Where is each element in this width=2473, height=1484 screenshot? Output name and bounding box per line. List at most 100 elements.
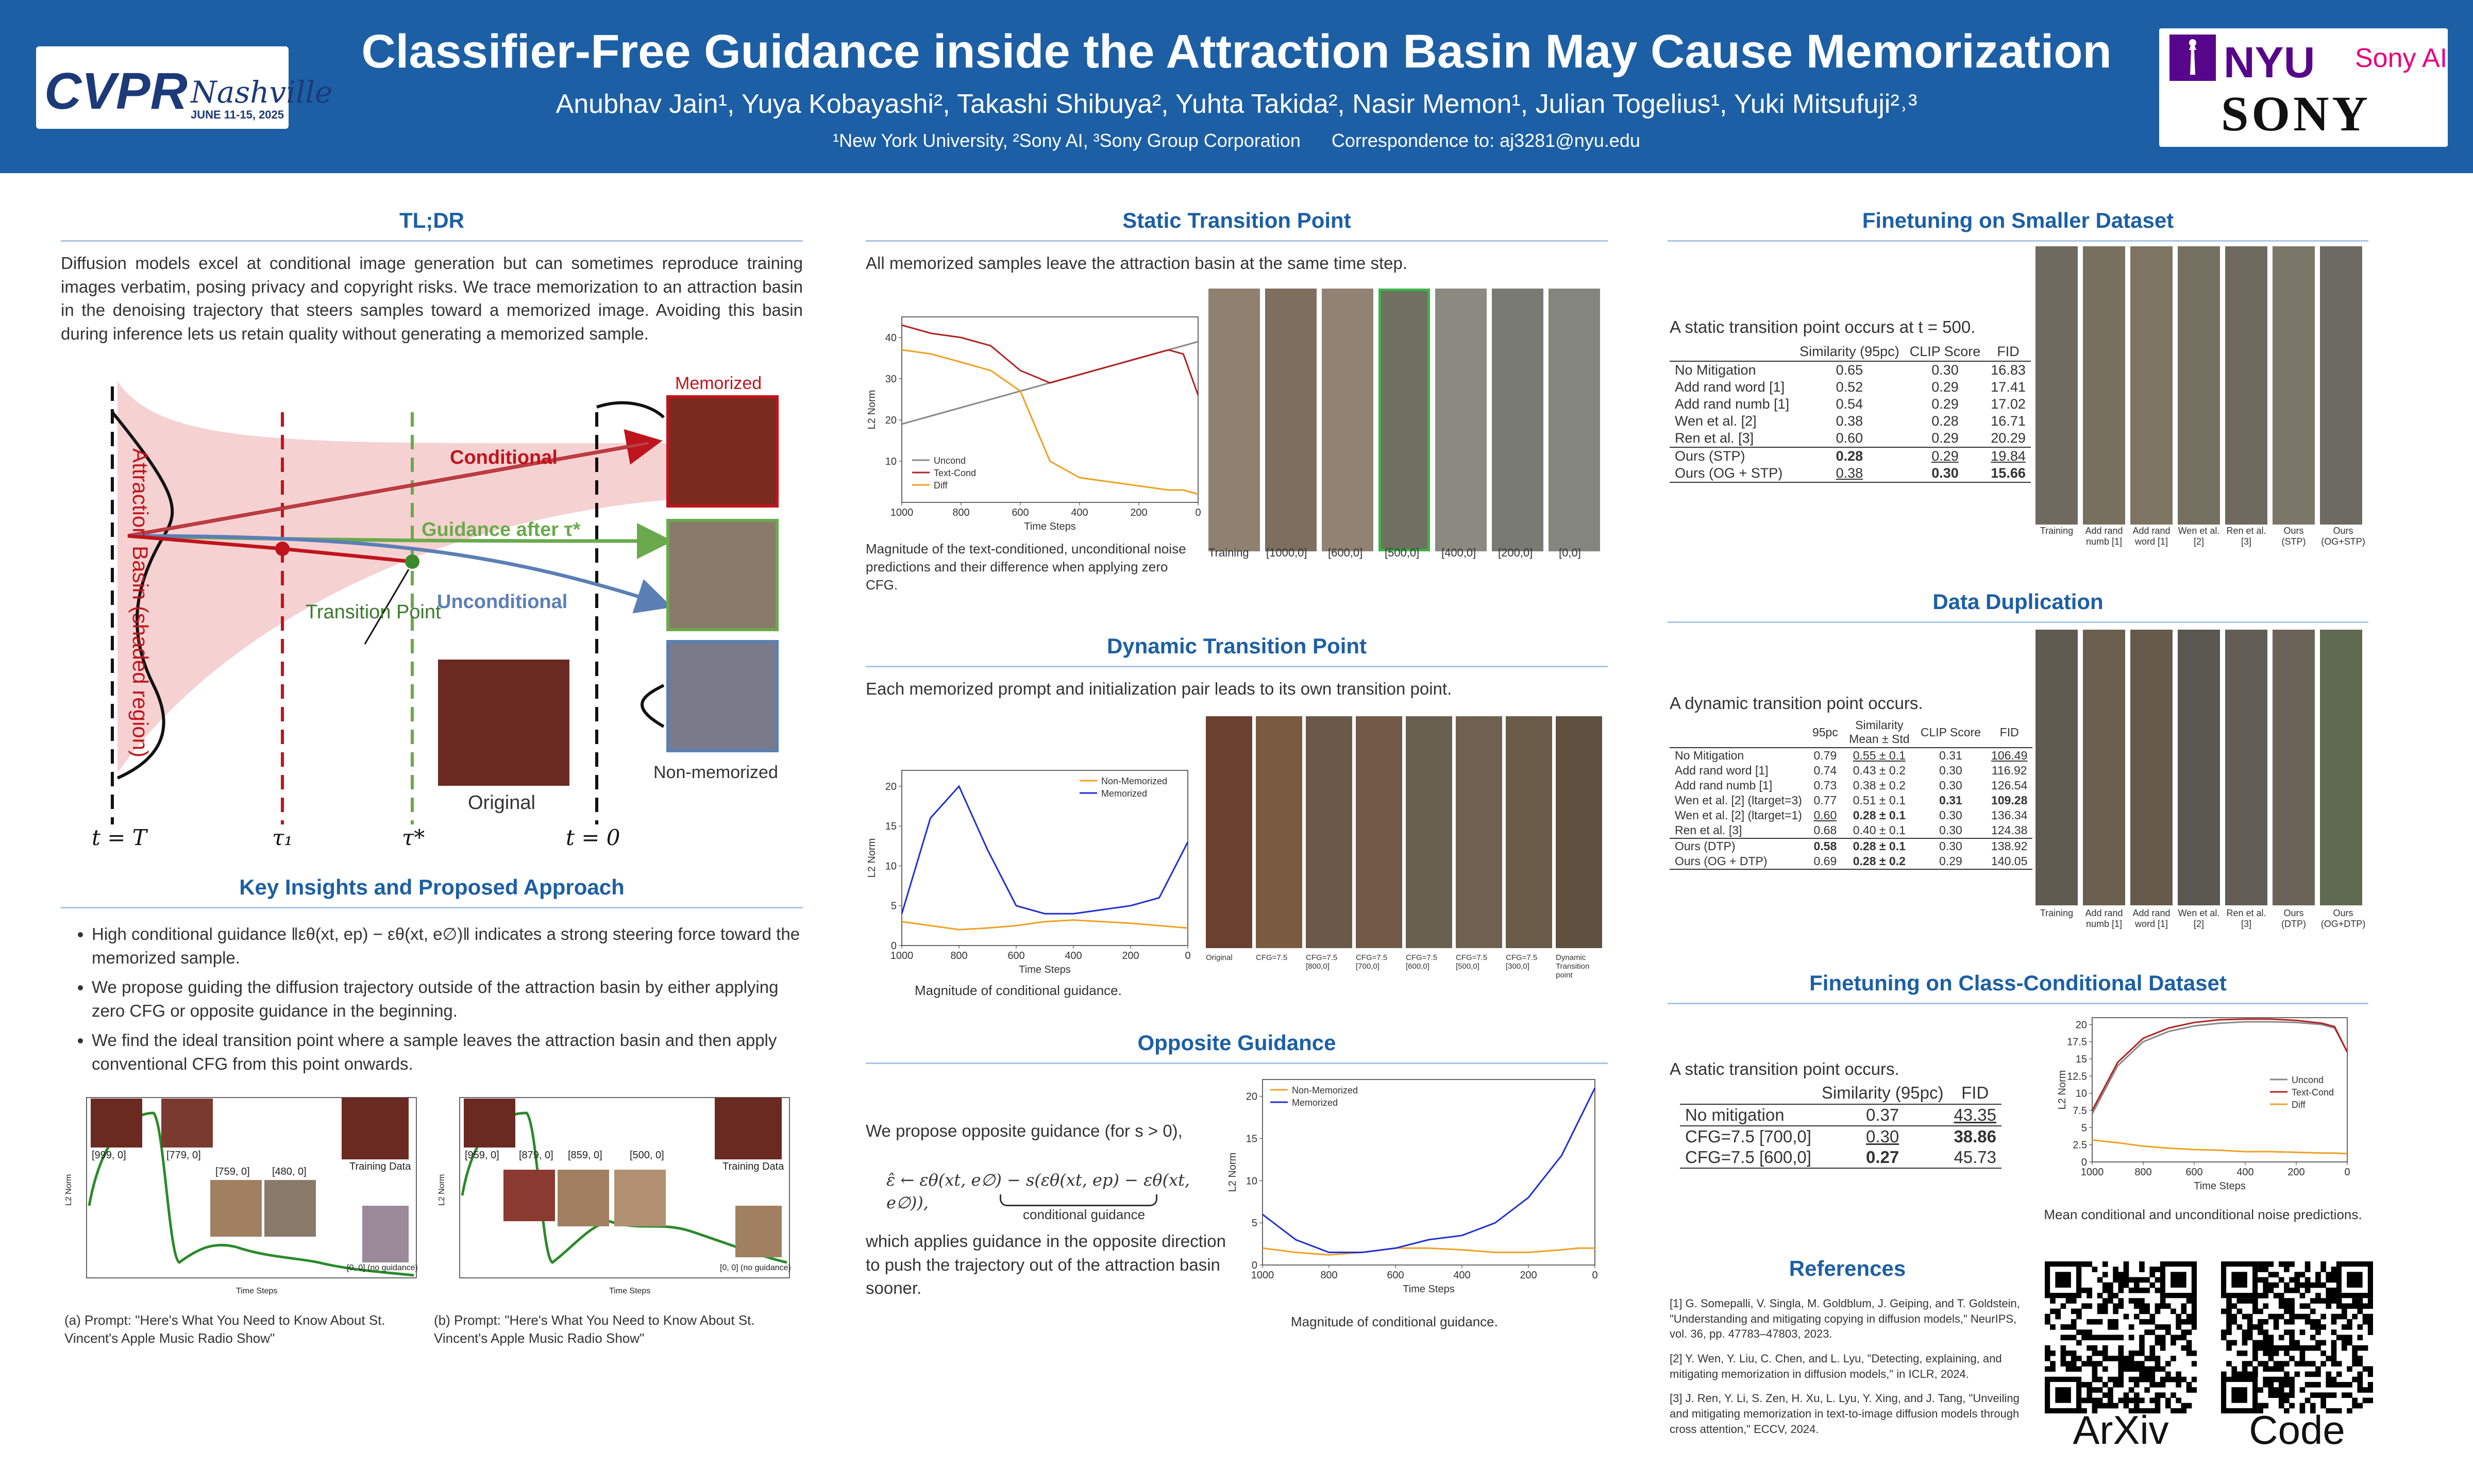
poster-affiliations: ¹New York University, ²Sony AI, ³Sony Gr… (833, 130, 1640, 151)
duplication-table: 95pc Similarity Mean ± Std CLIP Score FI… (1670, 717, 2033, 870)
unconditional-label: Unconditional (437, 591, 567, 613)
opposite-chart: 1000 800 600 400 200 0 0 5 10 15 20 Time Steps L2 No… (1227, 1079, 1598, 1295)
fig-a-label: [759, 0] (215, 1166, 250, 1177)
table-cell: 17.41 (1991, 379, 2026, 395)
basin-shaded-region (117, 381, 669, 773)
class-cond-caption: Mean conditional and unconditional noise… (2044, 1207, 2362, 1222)
transition-point-label: Transition Point (306, 601, 441, 623)
table-cell: Ren et al. [3] (1675, 430, 1754, 446)
x-axis-label: Time Steps (1024, 521, 1075, 532)
fig-b-xlabel: Time Steps (609, 1287, 650, 1295)
legend-label: Uncond (934, 456, 966, 466)
y-tick-label: 40 (885, 332, 897, 344)
table-cell: 0.29 (1931, 379, 1959, 395)
table-cell: 0.60 (1813, 808, 1837, 822)
table-cell: CFG=7.5 [700,0] (1680, 1125, 1816, 1147)
x-tick-label: 800 (950, 950, 967, 962)
x-tick-label: 0 (1592, 1270, 1597, 1281)
table-cell: Ours (OG + DTP) (1670, 854, 1807, 870)
insights-list: High conditional guidance ‖εθ(xt, ep) − … (61, 922, 803, 1082)
table-header-row: Similarity (95pc) FID (1680, 1082, 2002, 1105)
legend-label: Text-Cond (934, 468, 976, 478)
table-cell: 106.49 (1991, 749, 2028, 762)
fig-a-ylabel: L2 Norm (64, 1174, 73, 1206)
y-tick-label: 17.5 (2067, 1037, 2087, 1048)
x-tick-label: 800 (2134, 1167, 2151, 1178)
legend-label: Diff (2292, 1100, 2306, 1110)
original-image (438, 660, 569, 786)
grid-label: [0,0] (1559, 546, 1581, 559)
table-cell: 0.68 (1813, 823, 1837, 837)
tldr-text: Diffusion models excel at conditional im… (61, 254, 803, 343)
series-line-uncond (2091, 1021, 2348, 1115)
y-tick-label: 0 (2081, 1157, 2087, 1168)
table-row: No Mitigation 0.79 0.55 ± 0.1 0.31 106.49 (1670, 748, 2032, 763)
dynamic-image-grid (1206, 716, 1608, 953)
table-cell: 19.84 (1986, 447, 2031, 465)
arxiv-label[interactable]: ArXiv (2073, 1407, 2169, 1453)
column-header: FID (1986, 717, 2033, 748)
y-tick-label: 10 (2076, 1088, 2087, 1100)
code-qr-code[interactable] (2221, 1261, 2373, 1413)
x-tick-label: 200 (1122, 950, 1139, 962)
y-tick-label: 5 (891, 901, 897, 912)
x-tick-label: 0 (1195, 507, 1201, 518)
table-cell: 0.30 (1816, 1125, 1949, 1147)
grid-label: Ren et al. [3] (2226, 526, 2266, 547)
table-cell: 16.83 (1991, 362, 2026, 378)
static-image-grid (1208, 289, 1605, 556)
finetune-small-text: A static transition point occurs at t = … (1670, 317, 1976, 336)
table-cell: 0.30 (1939, 779, 1962, 792)
x-tick-label: 200 (2287, 1167, 2304, 1178)
y-tick-label: 15 (2076, 1054, 2087, 1065)
tldr-heading: TL;DR (61, 208, 803, 242)
insight-item: High conditional guidance ‖εθ(xt, ep) − … (92, 922, 803, 969)
x-tick-label: 800 (1320, 1270, 1337, 1281)
table-header-row: Similarity (95pc) CLIP Score FID (1670, 343, 2031, 362)
table-cell: 0.29 (1931, 396, 1959, 412)
fig-b-label: [959, 0] (465, 1150, 499, 1161)
t-0-label: t = 0 (566, 825, 620, 850)
table-cell: No Mitigation (1675, 362, 1756, 378)
series-line-diff (2092, 1139, 2348, 1155)
table-cell: 0.31 (1939, 749, 1962, 762)
x-tick-label: 400 (2236, 1167, 2253, 1178)
table-cell: 0.69 (1807, 854, 1843, 870)
y-tick-label: 10 (885, 456, 897, 467)
grid-label: Ren et al. [3] (2226, 908, 2266, 929)
table-row: No mitigation 0.37 43.35 (1680, 1104, 2001, 1126)
grid-label: Add rand word [1] (2132, 908, 2171, 929)
dynamic-caption: Magnitude of conditional guidance. (915, 983, 1122, 998)
original-label: Original (468, 792, 535, 814)
grid-label: CFG=7.5 [800,0] (1306, 953, 1338, 971)
x-tick-label: 200 (1130, 507, 1147, 518)
arxiv-qr-code[interactable] (2045, 1261, 2197, 1413)
table-cell: 136.34 (1991, 808, 2028, 822)
table-row: Wen et al. [2] 0.38 0.28 16.71 (1670, 413, 2031, 430)
insight-item: We propose guiding the diffusion traject… (92, 975, 803, 1022)
attraction-basin-diagram: Attraction Basin (shaded region) Conditi… (92, 374, 779, 850)
institution-logos: NYU Sony AI SONY (2159, 28, 2448, 147)
table-cell: 0.28 ± 0.1 (1843, 838, 1915, 854)
references-list: [1] G. Somepalli, V. Singla, M. Goldblum… (1670, 1296, 2025, 1446)
t-T-label: t = T (92, 825, 148, 850)
code-label[interactable]: Code (2249, 1407, 2345, 1453)
table-cell: 0.54 (1836, 396, 1863, 412)
x-axis-label: Time Steps (1403, 1284, 1454, 1295)
y-tick-label: 10 (885, 861, 897, 872)
fig-a-label: Training Data (349, 1161, 411, 1172)
y-tick-label: 0 (891, 940, 897, 952)
table-cell: Wen et al. [2] (ltarget=3) (1675, 794, 1802, 807)
series-line-diff (901, 349, 1199, 495)
table-cell: 0.43 ± 0.2 (1853, 764, 1906, 777)
static-heading: Static Transition Point (866, 208, 1608, 242)
grid-label: Ours (OG+DTP) (2320, 908, 2366, 929)
y-tick-label: 5 (1252, 1218, 1257, 1229)
table-cell: CFG=7.5 [600,0] (1680, 1147, 1816, 1169)
fig-a-label: [999, 0] (92, 1150, 126, 1161)
y-tick-label: 30 (885, 374, 897, 385)
table-cell: 43.35 (1954, 1105, 1997, 1124)
sony-logo: SONY (2221, 86, 2371, 141)
poster-authors: Anubhav Jain¹, Yuya Kobayashi², Takashi … (556, 89, 1917, 119)
table-cell: 0.73 (1813, 779, 1837, 792)
